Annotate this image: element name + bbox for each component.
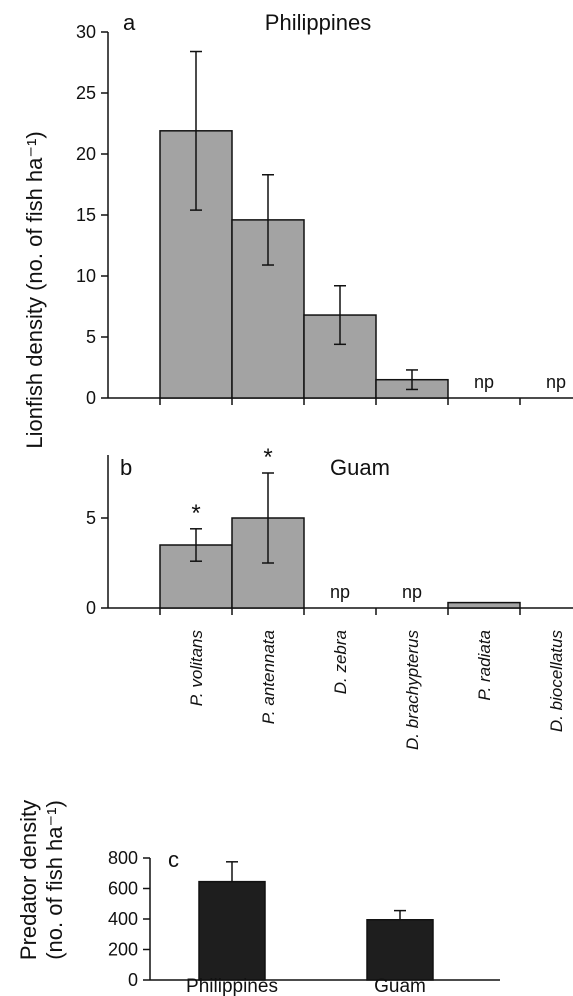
a-ytick-label: 20 [76,144,96,164]
a-ytick-label: 5 [86,327,96,347]
predator-ylabel-line1: Predator density [16,800,41,960]
category-label: P. volitans [187,630,206,707]
c-category-label: Philippines [186,976,278,996]
b-ytick-label: 5 [86,508,96,528]
c-ytick-label: 400 [108,909,138,929]
a-np-label: np [546,372,566,392]
c-category-label: Guam [374,976,426,996]
b-significance-star: * [191,500,200,527]
a-ytick-label: 15 [76,205,96,225]
predator-ylabel-line2: (no. of fish ha⁻¹) [42,800,67,960]
panel-b-title: Guam [330,455,390,480]
b-ytick-label: 0 [86,598,96,618]
panel-a: 0 5 10 15 20 25 30 np np [76,22,573,408]
c-bar [198,880,266,981]
panel-b-letter: b [120,455,132,480]
category-label: D. biocellatus [547,630,566,733]
lionfish-ylabel: Lionfish density (no. of fish ha⁻¹) [22,131,47,448]
panel-b: 0 5 * * np np P. volitans P. antennata D. zebra D… [86,444,573,750]
c-bar [366,919,434,981]
category-label: D. zebra [331,630,350,694]
c-ytick-label: 800 [108,848,138,868]
category-label: P. radiata [475,630,494,701]
a-ytick-label: 0 [86,388,96,408]
b-significance-star: * [263,444,272,471]
c-ytick-label: 200 [108,940,138,960]
c-ytick-label: 600 [108,879,138,899]
b-np-label: np [330,582,350,602]
c-ytick-label: 0 [128,970,138,990]
category-label: D. brachypterus [403,630,422,750]
b-bar [447,601,521,609]
b-np-label: np [402,582,422,602]
panel-a-title: Philippines [265,10,371,35]
a-ytick-label: 30 [76,22,96,42]
panel-c: 0 200 400 600 800 Philippines Guam [108,848,500,996]
a-ytick-label: 10 [76,266,96,286]
panel-a-letter: a [123,10,136,35]
panel-c-letter: c [168,847,179,872]
a-ytick-label: 25 [76,83,96,103]
a-np-label: np [474,372,494,392]
category-label: P. antennata [259,630,278,724]
